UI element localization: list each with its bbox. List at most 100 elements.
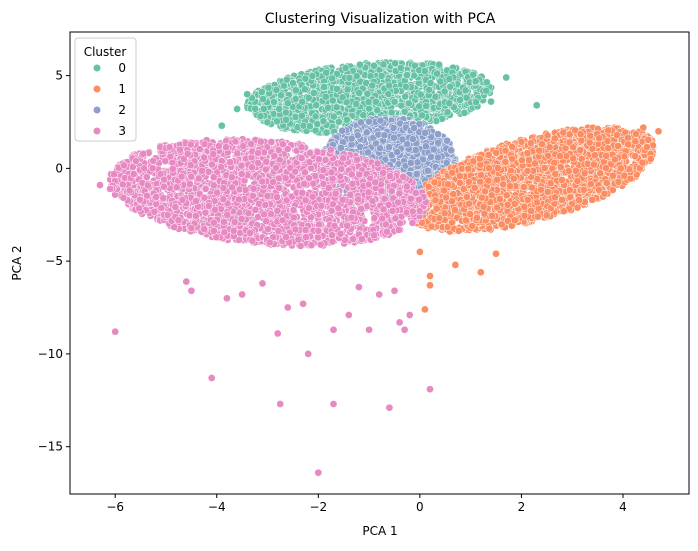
data-point: [434, 153, 442, 162]
data-point: [298, 97, 307, 106]
data-point: [543, 131, 552, 140]
data-point: [413, 158, 422, 167]
data-point: [476, 177, 485, 186]
data-point: [291, 86, 300, 95]
data-point: [471, 77, 480, 86]
data-point: [243, 90, 252, 99]
data-point: [485, 224, 494, 233]
data-point: [440, 87, 449, 96]
data-point: [427, 222, 436, 231]
data-point: [373, 106, 382, 115]
data-point: [364, 98, 373, 106]
data-point: [482, 86, 491, 95]
data-point: [479, 203, 488, 211]
data-point: [429, 145, 438, 154]
data-point: [356, 60, 364, 69]
data-point: [527, 207, 535, 215]
data-point: [284, 99, 292, 108]
data-point: [482, 78, 491, 87]
data-point: [409, 135, 417, 143]
data-point: [434, 138, 443, 147]
data-point: [380, 131, 389, 140]
data-point: [559, 128, 568, 137]
data-point: [472, 98, 480, 107]
data-point: [259, 104, 268, 113]
data-point: [401, 92, 410, 101]
data-point: [355, 89, 364, 97]
data-point: [264, 83, 273, 92]
data-point: [217, 121, 226, 130]
data-point: [423, 166, 432, 175]
data-point: [422, 102, 431, 110]
data-point: [443, 136, 451, 145]
data-point: [577, 136, 586, 145]
data-point: [345, 73, 354, 82]
data-point: [596, 169, 605, 178]
data-point: [470, 183, 479, 192]
data-point: [410, 124, 418, 132]
data-point: [371, 97, 380, 106]
data-point: [502, 191, 511, 200]
data-point: [396, 64, 405, 72]
data-point: [319, 117, 328, 125]
data-point: [456, 96, 464, 104]
data-point: [403, 71, 411, 79]
data-point: [435, 60, 443, 69]
data-point: [447, 146, 456, 155]
data-point: [575, 196, 583, 204]
data-point: [281, 108, 290, 117]
points-layer: [96, 58, 663, 477]
data-point: [425, 85, 433, 94]
data-point: [586, 132, 595, 140]
data-point: [436, 77, 445, 86]
data-point: [495, 195, 504, 203]
data-point: [393, 148, 402, 156]
data-point: [493, 203, 502, 212]
data-point: [291, 95, 300, 103]
data-point: [551, 170, 560, 178]
data-point: [312, 101, 321, 110]
data-point: [389, 124, 398, 132]
data-point: [309, 89, 318, 97]
data-point: [277, 91, 285, 100]
data-point: [398, 135, 407, 144]
data-point: [523, 167, 532, 175]
data-point: [620, 171, 629, 180]
data-point: [449, 190, 458, 198]
data-point: [523, 195, 532, 204]
data-point: [501, 157, 510, 166]
data-point: [390, 97, 399, 106]
data-point: [297, 111, 306, 120]
data-point: [333, 85, 341, 93]
data-point: [402, 82, 410, 91]
data-point: [517, 137, 526, 146]
data-point: [487, 97, 495, 106]
data-point: [322, 128, 331, 137]
data-point: [418, 111, 426, 120]
data-point: [614, 178, 623, 186]
data-point: [322, 68, 331, 77]
data-point: [427, 153, 435, 161]
data-point: [460, 108, 469, 117]
data-point: [565, 186, 574, 194]
data-point: [324, 103, 332, 112]
data-point: [257, 88, 266, 96]
data-point: [251, 104, 260, 113]
data-point: [434, 130, 442, 139]
data-point: [632, 130, 640, 138]
data-point: [363, 89, 372, 98]
data-point: [588, 195, 597, 204]
data-point: [466, 210, 475, 219]
data-point: [376, 116, 385, 125]
data-point: [320, 83, 328, 91]
data-point: [338, 93, 347, 102]
data-point: [443, 108, 452, 117]
data-point: [385, 81, 393, 90]
data-point: [415, 102, 424, 111]
data-point: [385, 143, 393, 152]
data-point: [308, 72, 317, 80]
data-point: [538, 140, 546, 149]
data-point: [603, 137, 612, 146]
data-point: [377, 72, 386, 80]
data-point: [421, 142, 430, 151]
